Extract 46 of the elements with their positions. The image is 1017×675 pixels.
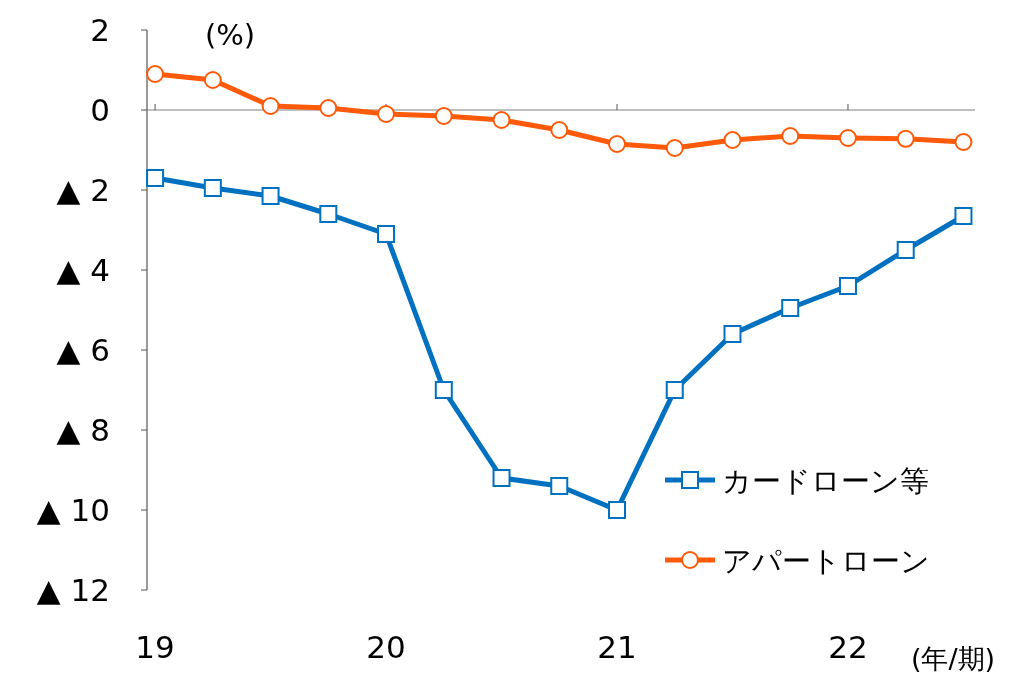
point [377, 225, 396, 243]
point [492, 469, 511, 487]
y-tick-label: ▲ 10 [36, 492, 110, 528]
point [550, 121, 569, 139]
y-tick-label: ▲ 8 [56, 412, 110, 448]
point [838, 129, 857, 147]
point [319, 205, 338, 223]
point [550, 477, 569, 495]
point [781, 127, 800, 145]
point [319, 99, 338, 117]
point [723, 325, 742, 343]
x-axis-title: (年/期) [910, 643, 996, 674]
y-axis-title: (%) [204, 18, 256, 52]
point [492, 111, 511, 129]
y-tick-label: ▲ 2 [56, 172, 110, 208]
point [723, 131, 742, 149]
point [781, 299, 800, 317]
point [954, 207, 973, 225]
y-tick-label: 2 [90, 12, 110, 48]
point [608, 501, 627, 519]
x-tick-label: 19 [135, 629, 175, 665]
point [261, 97, 280, 115]
y-tick-label: ▲ 6 [56, 332, 110, 368]
x-tick-label: 20 [366, 629, 406, 665]
legend-label: カードローン等 [722, 464, 929, 498]
point [434, 381, 453, 399]
point [608, 135, 627, 153]
point [838, 277, 857, 295]
y-tick-label: ▲ 12 [36, 572, 110, 608]
point [665, 139, 684, 157]
point [896, 241, 915, 259]
x-tick-label: 21 [597, 629, 637, 665]
point [434, 107, 453, 125]
point [146, 65, 165, 83]
x-tick-label: 22 [828, 629, 868, 665]
point [261, 187, 280, 205]
point [665, 381, 684, 399]
y-tick-label: ▲ 4 [56, 252, 110, 288]
y-tick-label: 0 [90, 92, 110, 128]
point [896, 129, 915, 148]
point [203, 71, 222, 89]
point [146, 169, 165, 187]
point [203, 179, 222, 197]
point [954, 133, 973, 151]
legend-label: アパートローン [722, 544, 930, 578]
point [377, 105, 396, 123]
